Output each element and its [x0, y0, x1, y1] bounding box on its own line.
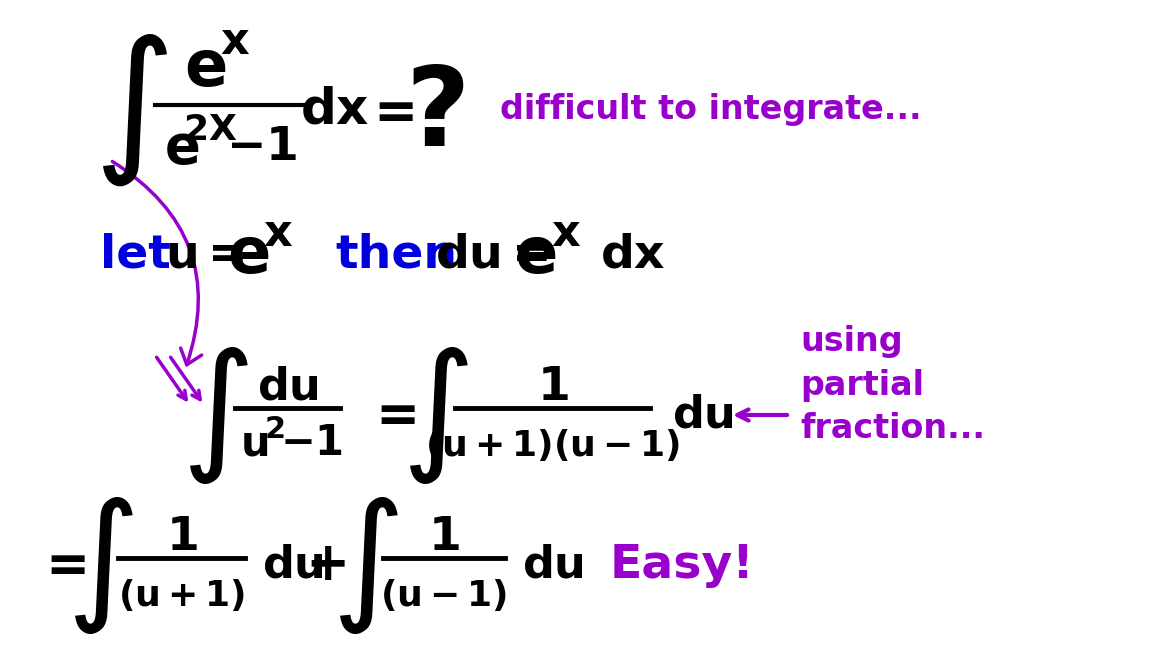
Text: $\mathbf{2X}$: $\mathbf{2X}$ — [182, 113, 237, 147]
Text: $\mathbf{- 1}$: $\mathbf{- 1}$ — [281, 422, 343, 464]
Text: $\mathbf{x}$: $\mathbf{x}$ — [551, 211, 581, 255]
Text: $\mathbf{=}$: $\mathbf{=}$ — [35, 539, 85, 591]
Text: $\mathbf{(u + 1)}$: $\mathbf{(u + 1)}$ — [119, 577, 246, 613]
Text: $\mathbf{dx}$: $\mathbf{dx}$ — [599, 232, 665, 277]
Text: $\int$: $\int$ — [92, 32, 167, 188]
Text: $\mathbf{e}$: $\mathbf{e}$ — [514, 224, 556, 286]
Text: $\mathbf{?}$: $\mathbf{?}$ — [405, 61, 464, 168]
Text: $\mathbf{u}$: $\mathbf{u}$ — [240, 422, 268, 464]
Text: $\mathbf{x}$: $\mathbf{x}$ — [263, 211, 293, 255]
Text: difficult to integrate...: difficult to integrate... — [500, 94, 922, 127]
Text: $\int$: $\int$ — [181, 345, 248, 486]
Text: $\mathbf{du}$: $\mathbf{du}$ — [522, 543, 584, 587]
Text: $\mathbf{(u + 1)(u - 1)}$: $\mathbf{(u + 1)(u - 1)}$ — [425, 427, 680, 463]
Text: let: let — [100, 232, 171, 277]
Text: $\mathbf{1}$: $\mathbf{1}$ — [429, 515, 460, 560]
Text: $\mathbf{=}$: $\mathbf{=}$ — [363, 86, 413, 138]
Text: $\mathbf{=}$: $\mathbf{=}$ — [365, 389, 416, 441]
Text: $\mathbf{du = }$: $\mathbf{du = }$ — [435, 232, 549, 277]
Text: $\mathbf{e}$: $\mathbf{e}$ — [184, 37, 226, 99]
Text: $\int$: $\int$ — [331, 494, 398, 636]
Text: $\mathbf{(u - 1)}$: $\mathbf{(u - 1)}$ — [380, 577, 507, 613]
Text: using
partial
fraction...: using partial fraction... — [800, 325, 985, 445]
Text: $\int$: $\int$ — [401, 345, 469, 486]
Text: $\mathbf{u = }$: $\mathbf{u = }$ — [165, 232, 245, 277]
Text: $\mathbf{e}$: $\mathbf{e}$ — [226, 224, 269, 286]
Text: $\mathbf{du}$: $\mathbf{du}$ — [672, 393, 733, 436]
Text: $\int$: $\int$ — [66, 494, 134, 636]
Text: then: then — [335, 232, 457, 277]
FancyArrowPatch shape — [112, 162, 202, 365]
Text: $\mathbf{du}$: $\mathbf{du}$ — [258, 366, 319, 409]
Text: $\mathbf{2}$: $\mathbf{2}$ — [263, 414, 284, 444]
Text: $\mathbf{du}$: $\mathbf{du}$ — [262, 543, 323, 587]
Text: $\mathbf{x}$: $\mathbf{x}$ — [219, 20, 249, 63]
Text: $\mathbf{dx}$: $\mathbf{dx}$ — [300, 86, 370, 134]
Text: $\mathbf{1}$: $\mathbf{1}$ — [537, 364, 568, 409]
Text: Easy!: Easy! — [610, 543, 754, 587]
Text: $\mathbf{1}$: $\mathbf{1}$ — [166, 515, 198, 560]
Text: $\mathbf{- 1}$: $\mathbf{- 1}$ — [226, 125, 298, 170]
Text: $\mathbf{+}$: $\mathbf{+}$ — [305, 539, 345, 591]
Text: $\mathbf{e}$: $\mathbf{e}$ — [164, 122, 200, 174]
